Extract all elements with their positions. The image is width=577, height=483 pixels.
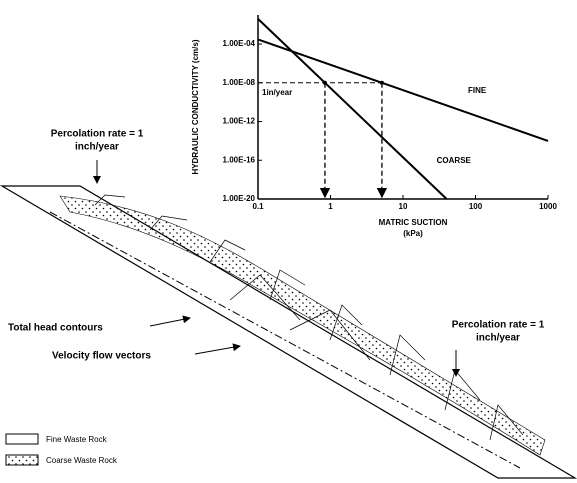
vector-label: Velocity flow vectors — [52, 351, 151, 362]
y-tick-label: 1.00E-12 — [223, 117, 256, 126]
y-tick-label: 1.00E-16 — [223, 155, 256, 164]
x-tick-label: 1000 — [539, 202, 557, 211]
series-line — [257, 18, 448, 200]
intersection — [379, 80, 384, 85]
y-axis-label: HYDRAULIC CONDUCTIVITY (cm/s) — [191, 39, 200, 174]
percolation-label: Percolation rate = 1 — [452, 320, 545, 331]
inset-chart: 1.00E-04 1.00E-08 1.00E-12 1.00E-16 1.00E-20… — [191, 15, 557, 238]
x-tick-label: 0.1 — [252, 202, 264, 211]
x-tick-label: 100 — [469, 202, 483, 211]
y-tick-label: 1.00E-20 — [223, 194, 256, 203]
slope-outline — [0, 185, 577, 479]
contour-label: Total head contours — [8, 323, 103, 334]
arrow — [149, 315, 191, 327]
series-line — [257, 38, 549, 142]
intersection — [322, 80, 327, 85]
percolation-label: inch/year — [476, 333, 520, 344]
legend-swatch — [5, 454, 39, 466]
arrow — [194, 343, 241, 355]
legend-swatch — [5, 433, 39, 445]
contours — [94, 194, 524, 441]
annotation-label: 1in/year — [262, 88, 292, 97]
series-label: FINE — [468, 86, 487, 95]
y-tick-label: 1.00E-08 — [223, 78, 256, 87]
percolation-label: Percolation rate = 1 — [51, 129, 144, 140]
series-label: COARSE — [437, 156, 472, 165]
legend-label: Fine Waste Rock — [46, 435, 108, 444]
legend-label: Coarse Waste Rock — [46, 456, 118, 465]
x-axis-label: MATRIC SUCTION — [379, 218, 448, 227]
x-tick-label: 10 — [399, 202, 408, 211]
x-tick-label: 1 — [328, 202, 333, 211]
x-axis-label: (kPa) — [403, 229, 423, 238]
slope-diagram: Percolation rate = 1 inch/year Percolati… — [0, 129, 577, 479]
percolation-label: inch/year — [75, 142, 119, 153]
coarse-layer — [59, 195, 546, 456]
flow-line — [49, 211, 521, 469]
y-tick-label: 1.00E-04 — [223, 39, 256, 48]
